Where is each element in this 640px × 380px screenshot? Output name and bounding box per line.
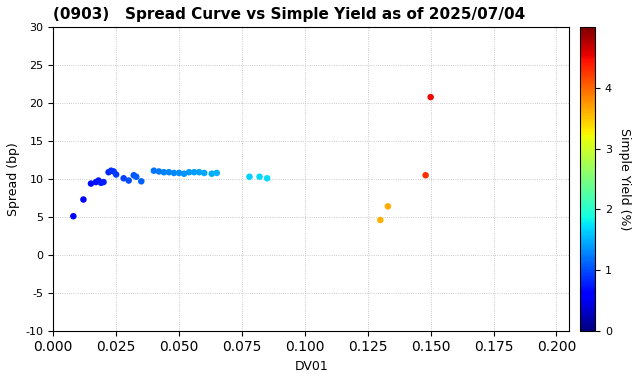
- Point: [99, 179, 109, 185]
- Point: [375, 217, 385, 223]
- Text: (0903)   Spread Curve vs Simple Yield as of 2025/07/04: (0903) Spread Curve vs Simple Yield as o…: [53, 7, 525, 22]
- Point: [131, 174, 141, 180]
- Point: [68, 213, 79, 219]
- Point: [154, 168, 164, 174]
- Point: [383, 203, 393, 209]
- Point: [93, 177, 104, 184]
- Point: [109, 168, 119, 174]
- Y-axis label: Spread (bp): Spread (bp): [7, 142, 20, 216]
- Point: [129, 172, 139, 178]
- Point: [136, 178, 147, 184]
- Point: [189, 169, 199, 175]
- Point: [96, 180, 106, 186]
- Point: [199, 170, 209, 176]
- Point: [262, 175, 272, 181]
- Point: [194, 169, 204, 175]
- Point: [118, 175, 129, 181]
- Point: [104, 169, 114, 175]
- Point: [179, 171, 189, 177]
- X-axis label: DV01: DV01: [294, 360, 328, 373]
- Point: [174, 170, 184, 176]
- Point: [111, 171, 121, 177]
- Point: [106, 168, 116, 174]
- Point: [164, 169, 174, 175]
- Point: [159, 169, 169, 175]
- Point: [207, 171, 217, 177]
- Point: [212, 170, 222, 176]
- Point: [148, 168, 159, 174]
- Point: [86, 180, 96, 187]
- Point: [169, 170, 179, 176]
- Point: [184, 169, 194, 175]
- Y-axis label: Simple Yield (%): Simple Yield (%): [618, 128, 632, 230]
- Point: [255, 174, 265, 180]
- Point: [91, 179, 101, 185]
- Point: [426, 94, 436, 100]
- Point: [78, 196, 88, 203]
- Point: [244, 174, 255, 180]
- Point: [124, 177, 134, 184]
- Point: [420, 172, 431, 178]
